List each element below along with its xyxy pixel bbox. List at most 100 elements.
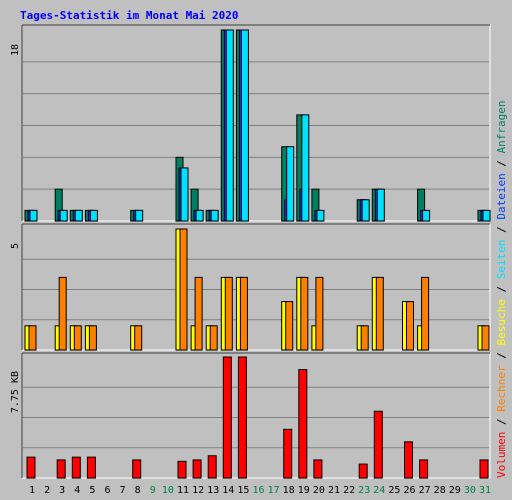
x-tick-label: 22 xyxy=(343,485,355,496)
x-tick-label: 21 xyxy=(328,485,340,496)
legend-entry: / xyxy=(495,220,508,240)
x-tick-label: 3 xyxy=(59,485,65,496)
x-tick-label: 5 xyxy=(89,485,95,496)
bar-volumen xyxy=(132,459,142,479)
bar-rechner xyxy=(88,325,97,351)
bar-volumen xyxy=(207,455,217,479)
bar-seiten xyxy=(195,209,204,222)
y-axis-max-label: 7.75 KB xyxy=(10,371,21,413)
bar-volumen xyxy=(419,459,429,479)
x-tick-label: 13 xyxy=(207,485,219,496)
x-tick-label: 19 xyxy=(298,485,310,496)
bar-rechner xyxy=(300,276,309,351)
bar-volumen xyxy=(404,441,413,479)
chart-title: Tages-Statistik im Monat Mai 2020 xyxy=(20,9,239,22)
bar-seiten xyxy=(316,209,325,222)
bar-seiten xyxy=(376,188,385,222)
x-tick-label: 28 xyxy=(434,485,446,496)
bar-volumen xyxy=(56,459,66,479)
bar-rechner xyxy=(239,276,248,351)
bar-volumen xyxy=(313,459,323,479)
bar-rechner xyxy=(179,228,188,351)
bar-volumen xyxy=(177,460,187,479)
x-tick-label: 17 xyxy=(268,485,280,496)
bar-seiten xyxy=(29,209,38,222)
x-tick-label: 23 xyxy=(358,485,370,496)
legend-entry: / xyxy=(495,279,508,299)
bar-seiten xyxy=(59,209,68,222)
x-tick-label: 14 xyxy=(222,485,234,496)
x-tick-label: 31 xyxy=(479,485,491,496)
legend-entry: Besuche xyxy=(495,299,508,345)
bar-rechner xyxy=(315,276,324,351)
x-tick-label: 20 xyxy=(313,485,325,496)
legend-entry: Rechner xyxy=(495,365,508,412)
bar-seiten xyxy=(422,209,431,222)
bar-rechner xyxy=(360,325,369,351)
bar-seiten xyxy=(240,29,249,222)
x-tick-label: 16 xyxy=(252,485,264,496)
bar-seiten xyxy=(301,114,310,222)
legend-entry: / xyxy=(495,153,508,173)
x-tick-label: 8 xyxy=(135,485,141,496)
bar-seiten xyxy=(89,209,98,222)
bar-rechner xyxy=(224,276,233,351)
bar-seiten xyxy=(135,209,144,222)
bar-rechner xyxy=(28,325,37,351)
x-tick-label: 27 xyxy=(419,485,431,496)
legend-entry: Anfragen xyxy=(495,100,508,153)
x-tick-label: 25 xyxy=(388,485,400,496)
x-tick-label: 29 xyxy=(449,485,461,496)
x-tick-label: 1 xyxy=(29,485,35,496)
legend-entry: Dateien xyxy=(495,173,508,219)
x-tick-label: 6 xyxy=(104,485,110,496)
bar-rechner xyxy=(481,325,490,351)
legend: Volumen / Rechner / Besuche / Seiten / D… xyxy=(495,100,508,478)
bar-rechner xyxy=(73,325,82,351)
bar-rechner xyxy=(134,325,143,351)
bar-rechner xyxy=(285,301,294,351)
bar-volumen xyxy=(222,356,232,479)
x-tick-label: 18 xyxy=(283,485,295,496)
bar-rechner xyxy=(58,276,67,351)
bar-seiten xyxy=(286,146,295,222)
legend-entry: Volumen xyxy=(495,432,508,478)
bar-volumen xyxy=(192,459,202,479)
bar-seiten xyxy=(210,209,219,222)
x-tick-label: 2 xyxy=(44,485,50,496)
y-axis-max-label: 5 xyxy=(10,243,21,249)
bar-rechner xyxy=(194,276,203,351)
bar-volumen xyxy=(283,428,293,479)
x-tick-label: 30 xyxy=(464,485,476,496)
x-tick-label: 12 xyxy=(192,485,204,496)
bar-volumen xyxy=(71,456,81,479)
bar-rechner xyxy=(421,276,430,351)
bar-rechner xyxy=(209,325,218,351)
x-tick-label: 11 xyxy=(177,485,189,496)
legend-entry: Seiten xyxy=(495,240,508,280)
bar-volumen xyxy=(237,356,247,479)
bar-seiten xyxy=(180,167,189,222)
bar-seiten xyxy=(482,209,491,222)
bar-rechner xyxy=(406,301,414,351)
bar-seiten xyxy=(225,29,234,222)
y-axis-max-label: 18 xyxy=(10,44,21,56)
bar-seiten xyxy=(74,209,83,222)
bar-volumen xyxy=(26,456,36,479)
bar-rechner xyxy=(375,276,384,351)
legend-entry: / xyxy=(495,412,508,432)
legend-entry: / xyxy=(495,346,508,366)
x-tick-label: 9 xyxy=(150,485,156,496)
bar-volumen xyxy=(86,456,96,479)
bar-volumen xyxy=(298,369,308,479)
bar-volumen xyxy=(373,410,383,479)
bar-volumen xyxy=(479,459,489,479)
x-tick-label: 7 xyxy=(120,485,126,496)
x-tick-label: 15 xyxy=(237,485,249,496)
bar-volumen xyxy=(358,463,368,479)
x-tick-label: 26 xyxy=(403,485,415,496)
x-tick-label: 4 xyxy=(74,485,80,496)
x-tick-label: 10 xyxy=(162,485,174,496)
